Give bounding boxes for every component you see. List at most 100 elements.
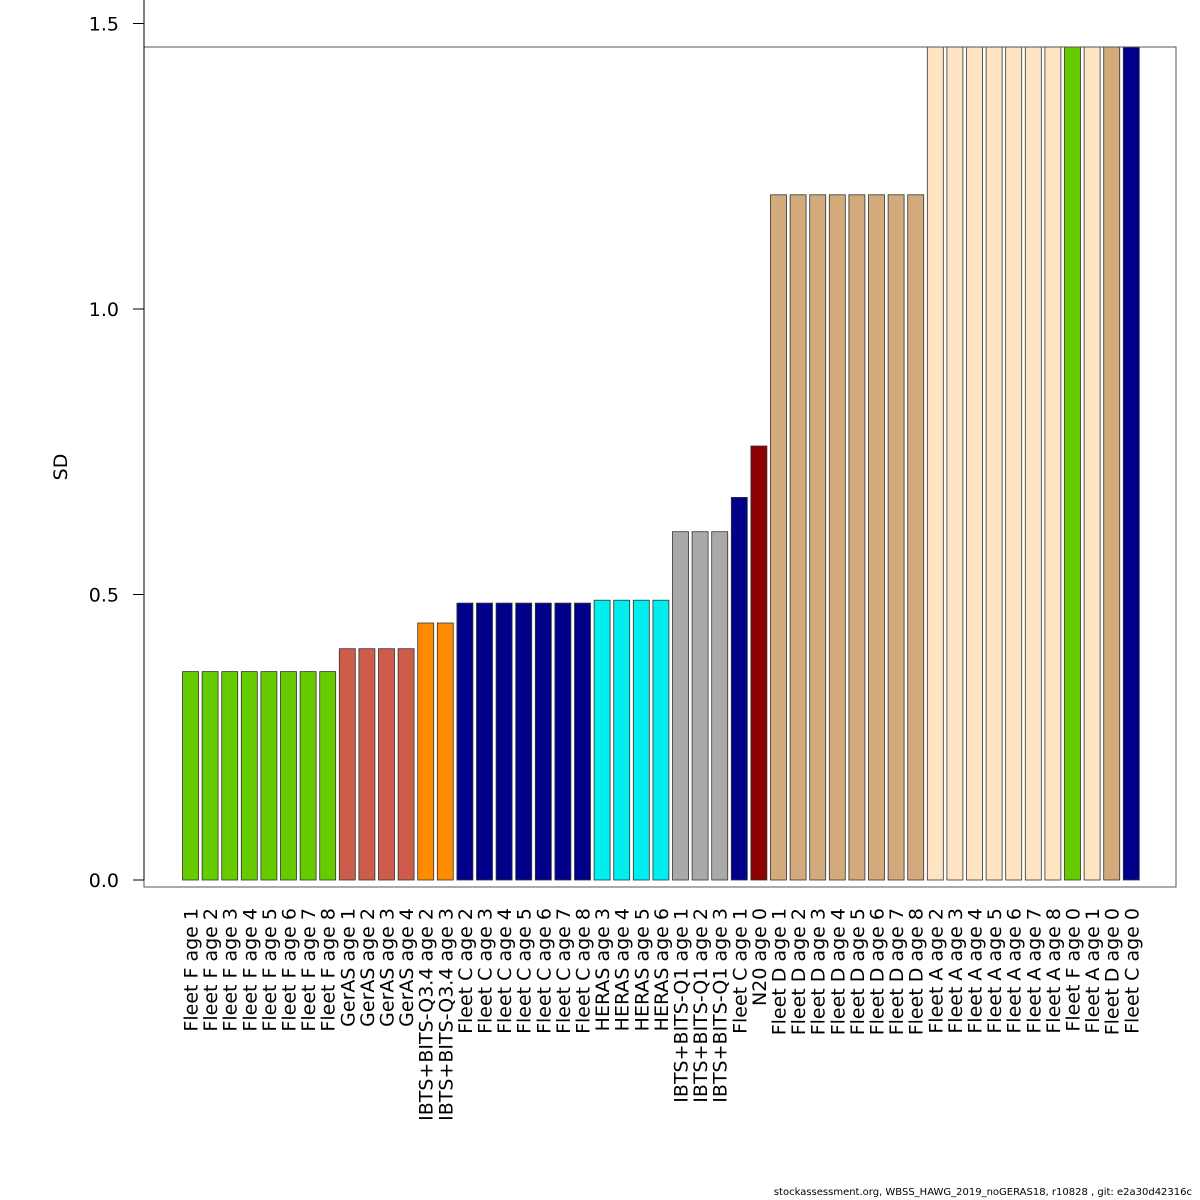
x-tick-label: HERAS age 3 bbox=[592, 908, 614, 1031]
bar bbox=[476, 602, 493, 881]
x-tick-label: Fleet D age 6 bbox=[867, 908, 889, 1035]
bar bbox=[652, 599, 670, 881]
bar bbox=[672, 531, 689, 881]
bar bbox=[221, 671, 239, 881]
y-tick-label: 1.0 bbox=[89, 299, 119, 321]
bar bbox=[338, 648, 356, 881]
x-tick-label: Fleet F age 3 bbox=[220, 908, 242, 1032]
bar bbox=[515, 602, 533, 881]
bar bbox=[848, 194, 866, 881]
bar bbox=[926, 46, 944, 881]
bar bbox=[240, 671, 258, 881]
x-tick-label: Fleet A age 1 bbox=[1082, 908, 1104, 1034]
x-tick-label: Fleet F age 6 bbox=[279, 908, 301, 1032]
x-tick-label: Fleet C age 1 bbox=[729, 908, 751, 1034]
bar bbox=[1005, 46, 1023, 881]
bar bbox=[711, 531, 729, 881]
bar bbox=[1044, 46, 1062, 881]
x-tick-label: GerAS age 1 bbox=[337, 908, 359, 1027]
bar bbox=[417, 622, 435, 881]
bar bbox=[985, 46, 1003, 881]
x-tick-label: Fleet C age 7 bbox=[553, 908, 575, 1034]
x-tick-label: Fleet A age 2 bbox=[925, 908, 947, 1034]
x-tick-label: Fleet D age 0 bbox=[1102, 908, 1124, 1035]
footer-source-text: stockassessment.org, WBSS_HAWG_2019_noGE… bbox=[773, 1187, 1192, 1198]
bar bbox=[632, 599, 650, 881]
bar bbox=[1103, 46, 1121, 881]
bar bbox=[280, 671, 297, 881]
bar bbox=[730, 496, 748, 881]
x-tick-label: IBTS+BITS-Q1 age 2 bbox=[690, 908, 712, 1103]
x-tick-label: IBTS+BITS-Q3.4 age 3 bbox=[435, 908, 457, 1121]
x-tick-label: Fleet A age 6 bbox=[1004, 908, 1026, 1034]
bar bbox=[574, 602, 591, 881]
bar bbox=[358, 648, 376, 881]
x-tick-label: HERAS age 4 bbox=[612, 908, 634, 1031]
x-tick-label: Fleet A age 7 bbox=[1023, 908, 1045, 1034]
x-tick-label: Fleet D age 2 bbox=[788, 908, 810, 1035]
x-tick-label: Fleet C age 3 bbox=[475, 908, 497, 1034]
bar bbox=[1083, 46, 1101, 881]
x-tick-label: Fleet F age 4 bbox=[239, 908, 261, 1032]
bar bbox=[456, 602, 474, 881]
bar bbox=[299, 671, 317, 881]
bar bbox=[868, 194, 885, 881]
x-tick-label: Fleet A age 5 bbox=[984, 908, 1006, 1034]
x-tick-label: Fleet C age 8 bbox=[573, 908, 595, 1034]
bar bbox=[554, 602, 572, 881]
x-tick-label: HERAS age 5 bbox=[631, 908, 653, 1031]
y-tick-label: 0.0 bbox=[89, 870, 119, 892]
x-tick-label: Fleet D age 4 bbox=[827, 908, 849, 1035]
x-tick-label: IBTS+BITS-Q1 age 3 bbox=[710, 908, 732, 1103]
x-tick-label: HERAS age 6 bbox=[651, 908, 673, 1031]
bar bbox=[1024, 46, 1042, 881]
x-tick-label: Fleet C age 2 bbox=[455, 908, 477, 1034]
bar bbox=[691, 531, 709, 881]
bar bbox=[436, 622, 454, 881]
bar bbox=[828, 194, 846, 881]
x-tick-label: Fleet A age 3 bbox=[945, 908, 967, 1034]
x-tick-label: Fleet F age 2 bbox=[200, 908, 222, 1032]
x-tick-label: IBTS+BITS-Q1 age 1 bbox=[671, 908, 693, 1103]
y-axis: 0.00.51.01.52.02.5 bbox=[89, 0, 145, 892]
x-tick-label: GerAS age 2 bbox=[357, 908, 379, 1027]
bar bbox=[770, 194, 787, 881]
x-tick-label: Fleet D age 3 bbox=[808, 908, 830, 1035]
x-tick-label: Fleet D age 5 bbox=[847, 908, 869, 1035]
y-tick-label: 0.5 bbox=[89, 585, 119, 607]
x-tick-label: Fleet F age 1 bbox=[181, 908, 203, 1032]
x-tick-label: Fleet C age 4 bbox=[494, 908, 516, 1034]
y-axis-title: SD bbox=[50, 454, 72, 481]
bar bbox=[495, 602, 513, 881]
x-tick-label: Fleet F age 5 bbox=[259, 908, 281, 1032]
bar bbox=[182, 671, 199, 881]
bar bbox=[201, 671, 219, 881]
x-tick-label: Fleet F age 0 bbox=[1063, 908, 1085, 1032]
x-tick-label: Fleet F age 7 bbox=[298, 908, 320, 1032]
x-tick-label: N20 age 0 bbox=[749, 908, 771, 1006]
bar bbox=[887, 194, 905, 881]
x-tick-label: Fleet A age 8 bbox=[1043, 908, 1065, 1034]
bar bbox=[378, 648, 395, 881]
bars-group bbox=[182, 46, 1140, 881]
x-tick-label: Fleet C age 0 bbox=[1121, 908, 1143, 1034]
bar bbox=[946, 46, 964, 881]
x-tick-label: Fleet C age 5 bbox=[514, 908, 536, 1034]
x-tick-label: Fleet D age 7 bbox=[886, 908, 908, 1035]
bar bbox=[593, 599, 611, 881]
bar bbox=[319, 671, 337, 881]
y-tick-label: 1.5 bbox=[89, 14, 119, 36]
bar bbox=[966, 46, 983, 881]
x-tick-label: Fleet F age 8 bbox=[318, 908, 340, 1032]
bar bbox=[1064, 46, 1081, 881]
x-tick-label: Fleet A age 4 bbox=[965, 908, 987, 1034]
x-tick-label: IBTS+BITS-Q3.4 age 2 bbox=[416, 908, 438, 1121]
bar bbox=[534, 602, 552, 881]
x-tick-label: Fleet D age 1 bbox=[769, 908, 791, 1035]
x-tick-label: GerAS age 4 bbox=[396, 908, 418, 1027]
x-tick-label: Fleet D age 8 bbox=[906, 908, 928, 1035]
bar bbox=[809, 194, 827, 881]
bar bbox=[397, 648, 415, 881]
